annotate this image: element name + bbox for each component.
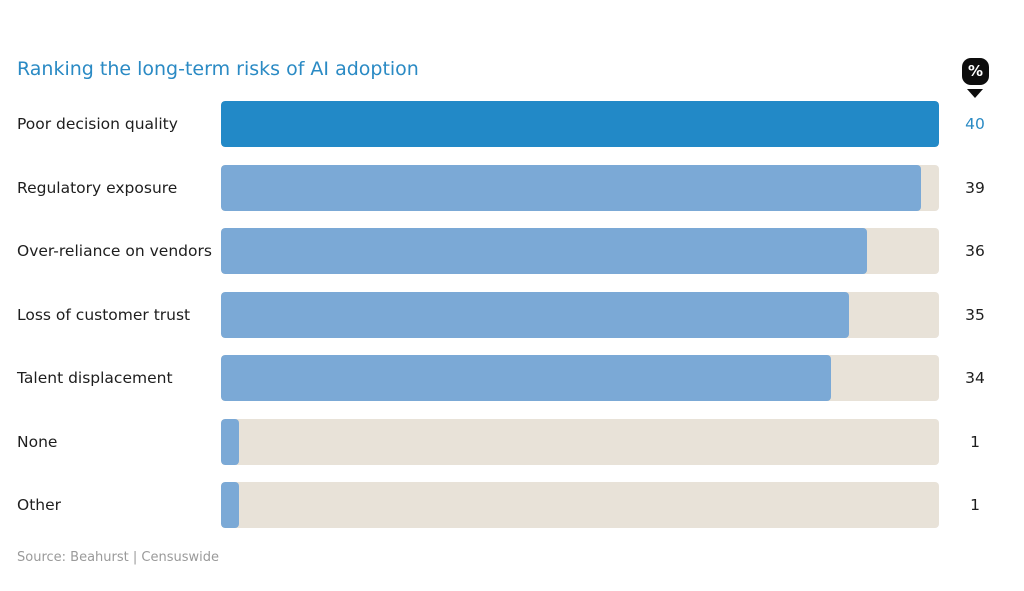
bar-track xyxy=(221,292,939,338)
bar-row: Other 1 xyxy=(0,482,1024,528)
value-label: 36 xyxy=(965,242,985,260)
bar-track xyxy=(221,101,939,147)
category-label: Talent displacement xyxy=(17,369,173,387)
value-label: 35 xyxy=(965,306,985,324)
bar xyxy=(221,482,239,528)
category-label: Loss of customer trust xyxy=(17,306,191,324)
bar-row: Loss of customer trust 35 xyxy=(0,292,1024,338)
bar xyxy=(221,101,939,147)
bar-row: Poor decision quality 40 xyxy=(0,101,1024,147)
category-label: Over-reliance on vendors xyxy=(17,242,212,260)
category-label: None xyxy=(17,433,58,451)
bar xyxy=(221,228,867,274)
category-label: Poor decision quality xyxy=(17,115,178,133)
bar xyxy=(221,419,239,465)
down-arrow-icon xyxy=(967,89,983,98)
bar-row: Regulatory exposure 39 xyxy=(0,165,1024,211)
bar-row: Over-reliance on vendors 36 xyxy=(0,228,1024,274)
value-label: 34 xyxy=(965,369,985,387)
unit-badge: % xyxy=(962,58,989,85)
source-note: Source: Beahurst | Censuswide xyxy=(17,550,219,565)
bar-track xyxy=(221,228,939,274)
category-label: Regulatory exposure xyxy=(17,179,178,197)
value-label: 39 xyxy=(965,179,985,197)
chart-title: Ranking the long-term risks of AI adopti… xyxy=(17,58,419,80)
bar-track xyxy=(221,482,939,528)
bar xyxy=(221,165,921,211)
bar xyxy=(221,355,831,401)
value-label: 1 xyxy=(970,496,980,514)
value-label: 40 xyxy=(965,115,985,133)
bar-track xyxy=(221,419,939,465)
bar-track xyxy=(221,355,939,401)
bar-row: Talent displacement 34 xyxy=(0,355,1024,401)
bar-row: None 1 xyxy=(0,419,1024,465)
bar xyxy=(221,292,849,338)
value-label: 1 xyxy=(970,433,980,451)
category-label: Other xyxy=(17,496,62,514)
bar-track xyxy=(221,165,939,211)
